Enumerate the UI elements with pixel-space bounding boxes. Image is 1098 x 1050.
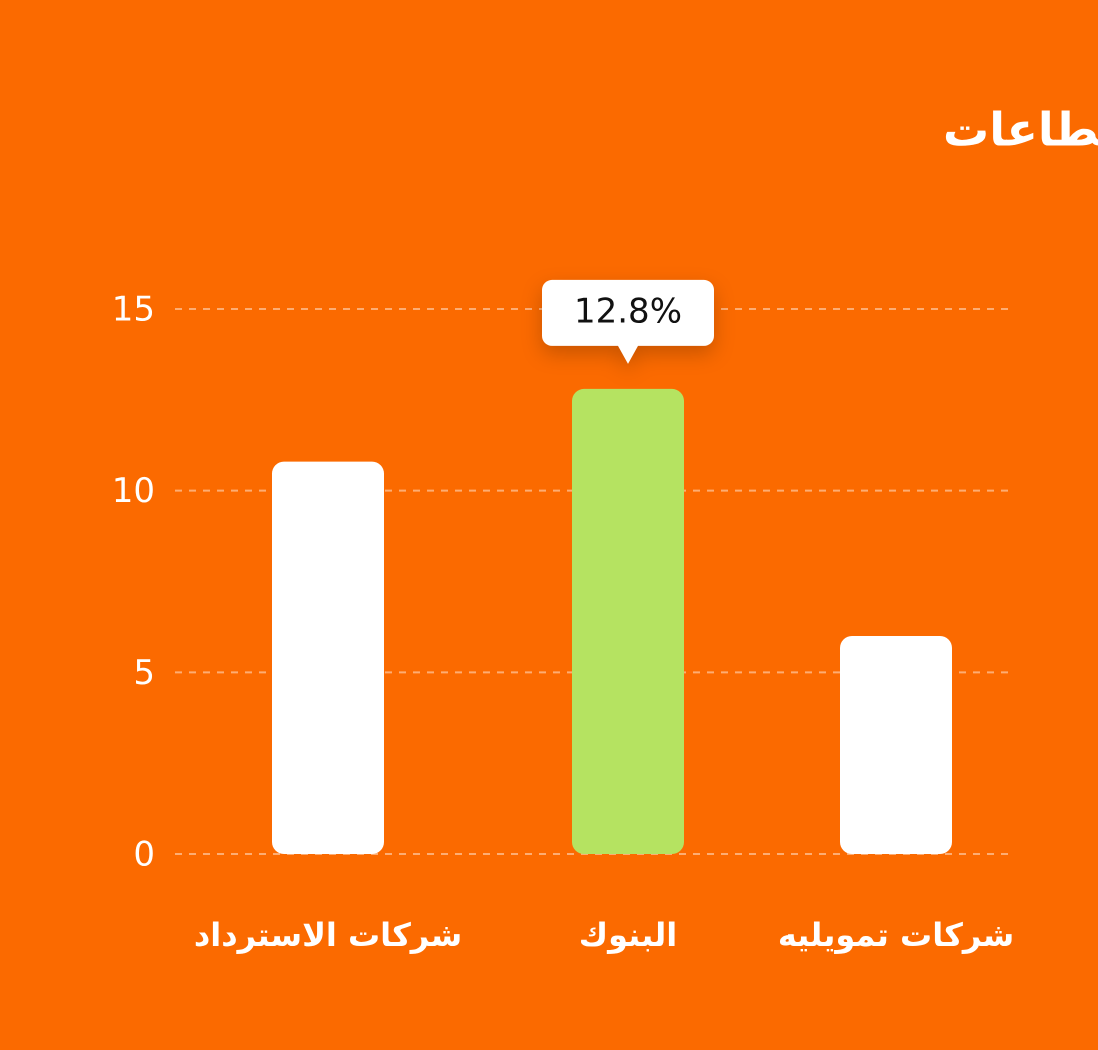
bar bbox=[840, 636, 952, 854]
y-tick-label: 15 bbox=[112, 290, 155, 330]
x-tick-label: شركات الاسترداد bbox=[194, 916, 462, 954]
tooltip-box bbox=[542, 279, 714, 364]
bar bbox=[572, 388, 684, 854]
y-tick-label: 5 bbox=[133, 653, 155, 693]
y-tick-label: 0 bbox=[133, 835, 155, 875]
bar bbox=[272, 461, 384, 854]
chart-title: أهم 3 قطاعات bbox=[943, 100, 1098, 157]
x-tick-label: البنوك bbox=[579, 916, 678, 954]
value-label: 12.8% bbox=[574, 291, 682, 331]
x-tick-label: شركات تمويليه bbox=[778, 916, 1014, 954]
y-tick-label: 10 bbox=[112, 471, 155, 511]
